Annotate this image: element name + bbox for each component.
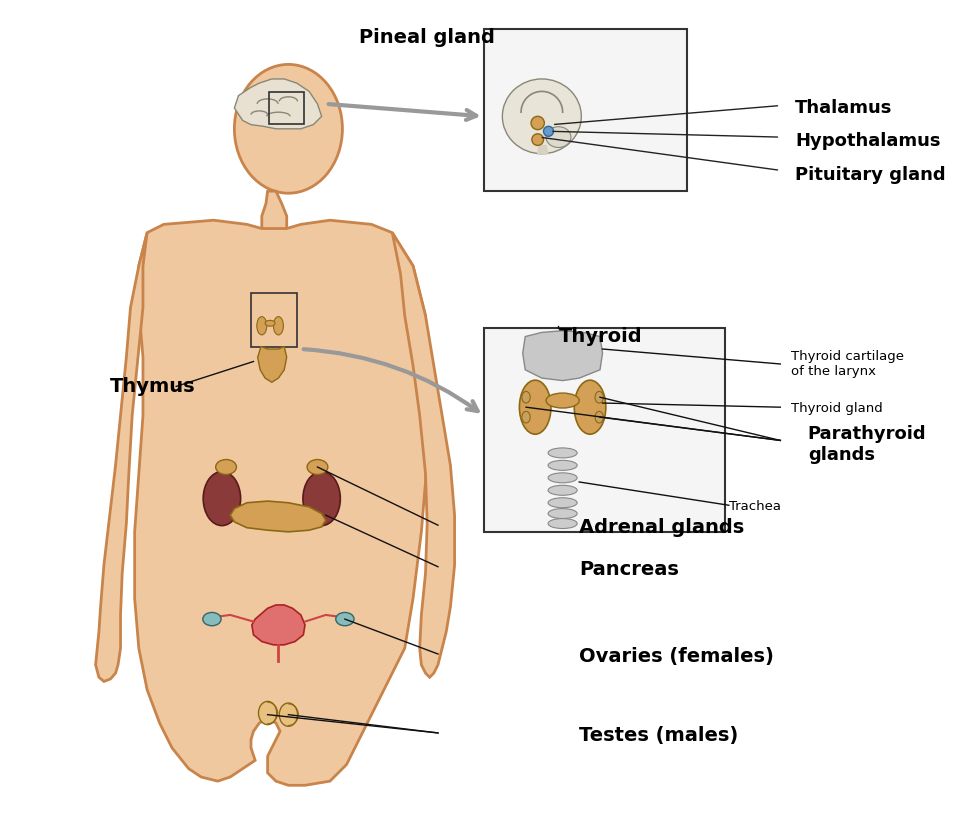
Ellipse shape <box>203 612 221 626</box>
Ellipse shape <box>548 473 577 483</box>
Text: Adrenal glands: Adrenal glands <box>579 519 745 537</box>
Polygon shape <box>257 347 287 382</box>
Polygon shape <box>537 145 548 154</box>
Text: Hypothalamus: Hypothalamus <box>796 132 941 150</box>
Ellipse shape <box>256 317 267 335</box>
Ellipse shape <box>574 381 605 434</box>
Text: Pineal gland: Pineal gland <box>359 28 495 47</box>
Ellipse shape <box>548 519 577 529</box>
Polygon shape <box>252 605 305 645</box>
Ellipse shape <box>548 498 577 508</box>
Text: Thymus: Thymus <box>110 377 195 396</box>
Text: Thalamus: Thalamus <box>796 99 893 117</box>
Ellipse shape <box>273 317 284 335</box>
Ellipse shape <box>548 485 577 495</box>
Text: Pancreas: Pancreas <box>579 560 680 578</box>
Circle shape <box>532 134 543 145</box>
Ellipse shape <box>234 65 342 194</box>
Polygon shape <box>135 220 430 785</box>
Text: Parathyroid
glands: Parathyroid glands <box>807 425 926 464</box>
Ellipse shape <box>215 460 237 475</box>
FancyBboxPatch shape <box>484 29 687 191</box>
Text: Pituitary gland: Pituitary gland <box>796 165 946 184</box>
Polygon shape <box>262 191 287 233</box>
Ellipse shape <box>522 391 530 403</box>
Text: Testes (males): Testes (males) <box>579 726 738 745</box>
Polygon shape <box>523 331 603 381</box>
Ellipse shape <box>265 320 275 326</box>
Ellipse shape <box>546 393 579 408</box>
Polygon shape <box>230 501 326 532</box>
Text: Trachea: Trachea <box>729 500 781 514</box>
Ellipse shape <box>548 448 577 458</box>
Ellipse shape <box>307 460 328 475</box>
Circle shape <box>531 116 544 130</box>
Ellipse shape <box>546 126 571 148</box>
Ellipse shape <box>502 79 581 154</box>
Ellipse shape <box>335 612 354 626</box>
Bar <box>269 92 304 124</box>
FancyBboxPatch shape <box>484 328 724 532</box>
Text: Thyroid gland: Thyroid gland <box>791 402 883 416</box>
Text: Thyroid cartilage
of the larynx: Thyroid cartilage of the larynx <box>791 350 904 378</box>
Ellipse shape <box>548 509 577 519</box>
Ellipse shape <box>548 460 577 470</box>
Polygon shape <box>392 233 454 677</box>
Text: Ovaries (females): Ovaries (females) <box>579 647 774 666</box>
Text: Thyroid: Thyroid <box>559 327 643 346</box>
Ellipse shape <box>279 703 297 726</box>
Ellipse shape <box>595 391 604 403</box>
Polygon shape <box>234 79 322 129</box>
Circle shape <box>543 126 554 136</box>
Bar <box>251 293 296 347</box>
Ellipse shape <box>522 411 530 423</box>
Polygon shape <box>96 233 147 681</box>
Ellipse shape <box>520 381 551 434</box>
Ellipse shape <box>595 411 604 423</box>
Ellipse shape <box>258 701 277 725</box>
Ellipse shape <box>303 471 340 525</box>
Ellipse shape <box>203 471 241 525</box>
